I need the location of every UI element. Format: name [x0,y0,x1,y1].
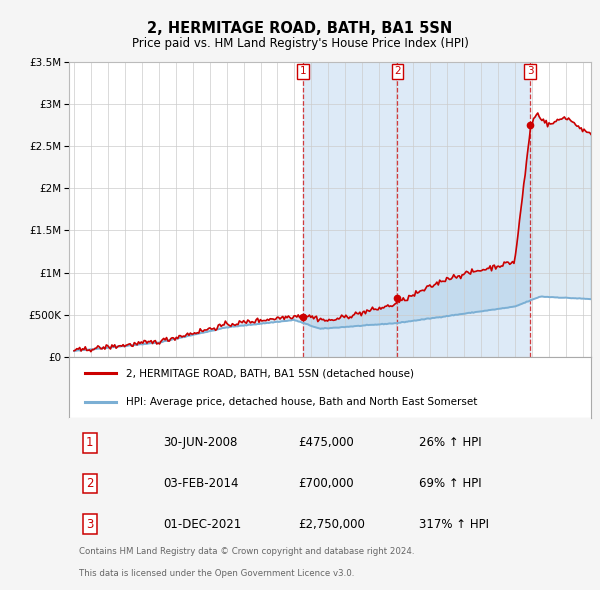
Text: 1: 1 [299,66,306,76]
Text: 1: 1 [86,437,94,450]
Text: 3: 3 [527,66,533,76]
Text: HPI: Average price, detached house, Bath and North East Somerset: HPI: Average price, detached house, Bath… [127,396,478,407]
Text: 2, HERMITAGE ROAD, BATH, BA1 5SN (detached house): 2, HERMITAGE ROAD, BATH, BA1 5SN (detach… [127,369,415,378]
Text: 30-JUN-2008: 30-JUN-2008 [163,437,238,450]
Text: Contains HM Land Registry data © Crown copyright and database right 2024.: Contains HM Land Registry data © Crown c… [79,547,415,556]
Bar [303,62,397,357]
Text: 317% ↑ HPI: 317% ↑ HPI [419,517,489,530]
Text: 01-DEC-2021: 01-DEC-2021 [163,517,241,530]
Text: 3: 3 [86,517,94,530]
Bar [397,62,530,357]
Text: 2: 2 [394,66,401,76]
Text: 2: 2 [86,477,94,490]
Text: 03-FEB-2014: 03-FEB-2014 [163,477,238,490]
Text: This data is licensed under the Open Government Licence v3.0.: This data is licensed under the Open Gov… [79,569,355,578]
Text: 69% ↑ HPI: 69% ↑ HPI [419,477,481,490]
Text: 26% ↑ HPI: 26% ↑ HPI [419,437,481,450]
Text: 2, HERMITAGE ROAD, BATH, BA1 5SN: 2, HERMITAGE ROAD, BATH, BA1 5SN [148,21,452,35]
Text: £475,000: £475,000 [299,437,355,450]
Text: £2,750,000: £2,750,000 [299,517,365,530]
Text: Price paid vs. HM Land Registry's House Price Index (HPI): Price paid vs. HM Land Registry's House … [131,37,469,50]
Text: £700,000: £700,000 [299,477,355,490]
